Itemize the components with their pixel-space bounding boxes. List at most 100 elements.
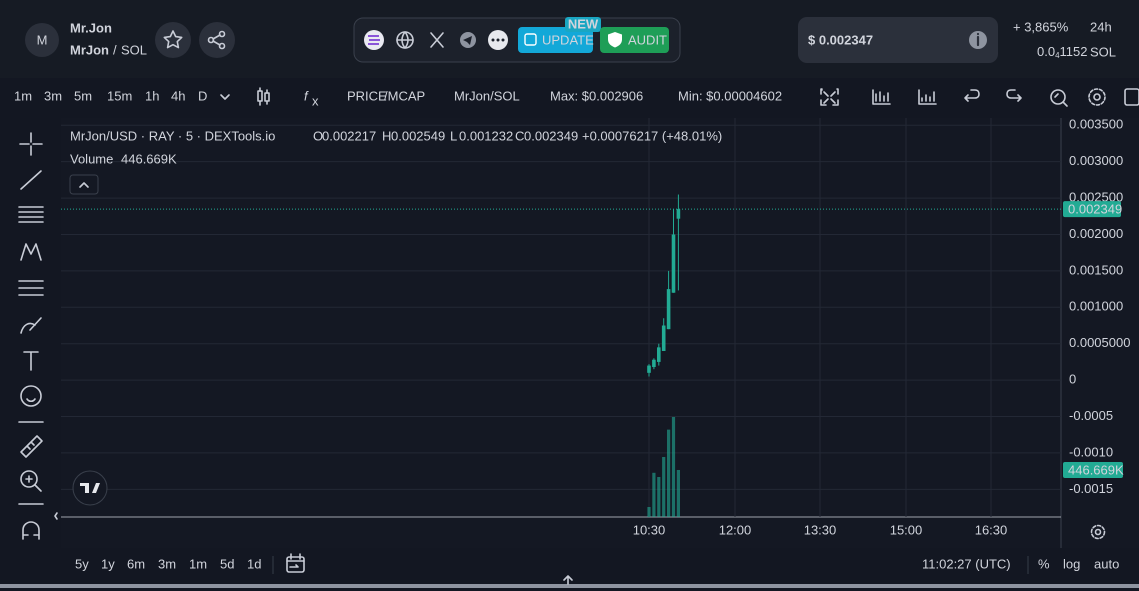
indicators-button[interactable]: f: [304, 88, 309, 103]
scrollbar[interactable]: [0, 584, 1139, 588]
pattern-tool[interactable]: [20, 243, 42, 261]
range-button[interactable]: 1y: [101, 556, 115, 571]
last-price-label: 0.002349: [1068, 202, 1122, 217]
percent-toggle[interactable]: %: [1038, 556, 1050, 571]
ohlc-value: 0.002549: [391, 128, 445, 143]
text-tool[interactable]: [23, 351, 39, 371]
price-tick-label: -0.0010: [1069, 444, 1113, 459]
toggle-chart-a[interactable]: [872, 89, 891, 105]
redo-button[interactable]: [1006, 89, 1022, 102]
price-tick-label: 0.001500: [1069, 262, 1123, 277]
price: $ 0.002347: [808, 32, 873, 47]
toggle-chart-b[interactable]: [918, 89, 937, 105]
drawing-toolbar: [0, 118, 60, 591]
new-badge-label: NEW: [568, 16, 599, 31]
tradingview-logo[interactable]: [72, 470, 108, 506]
scroll-left[interactable]: [54, 512, 58, 520]
telegram-icon: [463, 36, 472, 45]
interval-button[interactable]: 1h: [145, 88, 159, 103]
interval-button[interactable]: 15m: [107, 88, 132, 103]
auto-toggle[interactable]: auto: [1094, 556, 1119, 571]
range-button[interactable]: 6m: [127, 556, 145, 571]
axis-settings[interactable]: [1090, 524, 1106, 540]
range-button[interactable]: 1d: [247, 556, 261, 571]
settings-button[interactable]: [1088, 88, 1106, 106]
interval-button[interactable]: D: [198, 88, 207, 103]
interval-button[interactable]: 3m: [44, 88, 62, 103]
magnet-tool[interactable]: [22, 521, 40, 540]
token-name: Mr.Jon: [70, 20, 112, 35]
chart-type-button[interactable]: [257, 87, 270, 106]
collapse-legend[interactable]: [69, 174, 99, 195]
range-button[interactable]: 3m: [158, 556, 176, 571]
update-button[interactable]: [518, 27, 593, 53]
max-price: Max: $0.002906: [550, 88, 643, 103]
date-range-button[interactable]: [286, 553, 305, 573]
logo-letter: M: [37, 32, 48, 47]
min-price: Min: $0.00004602: [678, 88, 782, 103]
ohlc-value: 0.002217: [322, 128, 376, 143]
trendline-tool[interactable]: [20, 170, 42, 190]
candle-body: [661, 325, 666, 351]
price-toggle[interactable]: PRICE: [347, 88, 387, 103]
interval-button[interactable]: 1m: [14, 88, 32, 103]
toolbar: [0, 78, 1139, 118]
range-button[interactable]: 5y: [75, 556, 89, 571]
range-button[interactable]: 1m: [189, 556, 207, 571]
zoom-tool[interactable]: [20, 470, 42, 492]
prediction-tool[interactable]: [18, 280, 44, 296]
x-link[interactable]: [430, 32, 444, 48]
time-tick-label: 16:30: [975, 522, 1008, 537]
ruler-tool[interactable]: [20, 435, 43, 458]
brush-tool[interactable]: [20, 317, 42, 334]
time-tick-label: 13:30: [804, 522, 837, 537]
price-tick-label: -0.0015: [1069, 481, 1113, 496]
candle-body: [676, 209, 681, 219]
undo-button[interactable]: [964, 89, 980, 102]
star-icon: [163, 30, 183, 49]
mcap-toggle[interactable]: /MCAP: [384, 88, 425, 103]
log-toggle[interactable]: log: [1063, 556, 1080, 571]
interval-button[interactable]: 4h: [171, 88, 185, 103]
resize-handle[interactable]: [563, 575, 573, 585]
tradingview-mark: [80, 483, 100, 493]
sol-price: 0.041152: [1037, 44, 1088, 60]
candle-body: [652, 359, 656, 368]
emoji-tool[interactable]: [20, 385, 42, 407]
fullscreen-button[interactable]: [820, 88, 839, 106]
share-button[interactable]: [199, 22, 235, 58]
range-buttons: 5y 1y 6m 3m 1m 5d 1d: [75, 556, 261, 571]
price-tick-label: 0.002500: [1069, 190, 1123, 205]
volume-bar: [671, 417, 676, 517]
alert-button[interactable]: [1050, 89, 1068, 107]
price-tick-label: 0: [1069, 372, 1076, 387]
price-tick-label: 0.003500: [1069, 117, 1123, 132]
interval-button[interactable]: 5m: [74, 88, 92, 103]
ohlc-key: O: [313, 128, 323, 143]
candle-body: [647, 365, 651, 373]
solana-icon: [368, 35, 380, 45]
update-label: UPDATE: [542, 32, 594, 47]
crosshair-tool[interactable]: [19, 132, 43, 156]
snapshot-button[interactable]: [1124, 88, 1139, 106]
favorite-button[interactable]: [155, 22, 191, 58]
sol-quote: SOL: [1090, 44, 1116, 59]
volume-bar: [652, 472, 656, 517]
candle-body: [657, 347, 661, 362]
pair-toggle[interactable]: MrJon/SOL: [454, 88, 520, 103]
chart: 0.003500 0.003000 0.002500 0.002000 0.001500…: [61, 117, 1130, 537]
share-icon: [207, 30, 226, 50]
volume-bar: [657, 477, 661, 517]
last-price-tag: [1063, 201, 1121, 218]
audit-label: AUDIT: [628, 32, 667, 47]
price-box: [798, 17, 998, 63]
new-badge: [565, 17, 601, 32]
sol-price-prefix: 0.0: [1037, 44, 1055, 59]
more-intervals[interactable]: [220, 94, 230, 100]
ohlc-key: L: [450, 128, 457, 143]
range-button[interactable]: 5d: [220, 556, 234, 571]
fib-tool[interactable]: [18, 206, 44, 223]
website-link[interactable]: [396, 31, 414, 49]
price-tick-label: 0.002000: [1069, 226, 1123, 241]
